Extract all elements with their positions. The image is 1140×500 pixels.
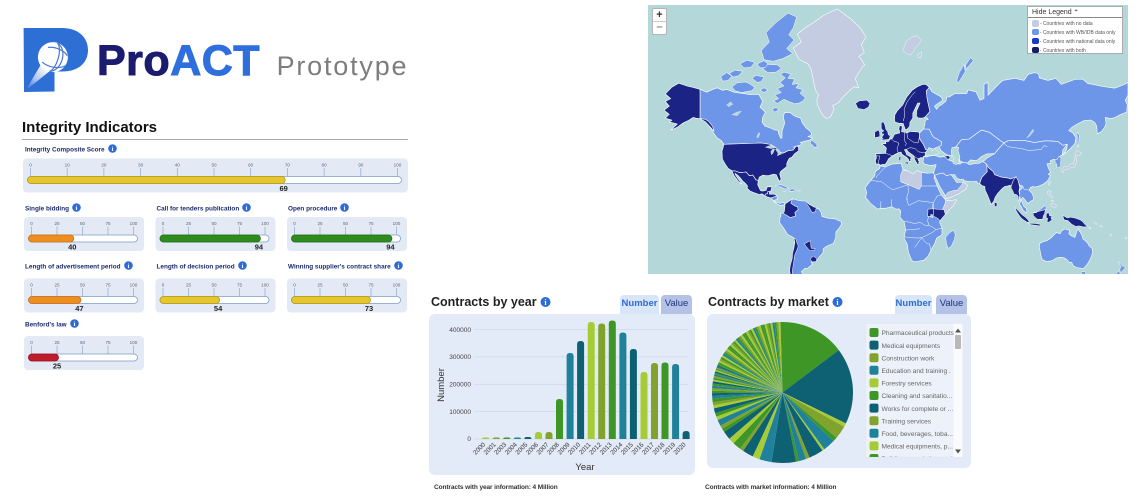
svg-text:0: 0 (30, 340, 33, 345)
svg-text:60: 60 (248, 163, 254, 168)
svg-text:50: 50 (211, 163, 217, 168)
svg-text:75: 75 (237, 283, 243, 288)
svg-text:0: 0 (293, 283, 296, 288)
svg-text:100: 100 (130, 283, 138, 288)
svg-text:75: 75 (105, 221, 111, 226)
svg-text:94: 94 (386, 243, 395, 252)
svg-text:75: 75 (237, 221, 243, 226)
svg-text:100000: 100000 (449, 409, 471, 416)
svg-text:100: 100 (261, 221, 269, 226)
svg-text:75: 75 (105, 340, 111, 345)
svg-text:i: i (241, 263, 243, 270)
svg-text:0: 0 (293, 221, 296, 226)
svg-text:50: 50 (80, 283, 86, 288)
svg-text:100: 100 (130, 340, 138, 345)
svg-text:i: i (837, 298, 840, 307)
svg-text:i: i (344, 205, 346, 212)
svg-text:75: 75 (368, 221, 374, 226)
svg-text:70: 70 (285, 163, 291, 168)
svg-text:94: 94 (255, 243, 264, 252)
svg-text:0: 0 (162, 283, 165, 288)
svg-text:i: i (111, 146, 113, 153)
svg-text:100: 100 (394, 163, 402, 168)
svg-text:i: i (397, 263, 399, 270)
svg-text:73: 73 (365, 304, 373, 313)
svg-text:Forestry services: Forestry services (882, 381, 933, 388)
svg-text:50: 50 (80, 221, 86, 226)
svg-text:54: 54 (214, 304, 223, 313)
svg-text:25: 25 (54, 283, 60, 288)
svg-text:25: 25 (53, 362, 61, 371)
svg-text:100: 100 (393, 221, 401, 226)
svg-text:400000: 400000 (449, 327, 471, 334)
svg-text:Works for complete or ...: Works for complete or ... (882, 406, 954, 413)
svg-text:25: 25 (186, 221, 192, 226)
svg-text:25: 25 (54, 340, 60, 345)
svg-text:100: 100 (130, 221, 138, 226)
svg-text:i: i (544, 298, 547, 307)
svg-text:i: i (73, 321, 75, 328)
svg-text:Pharmaceutical products: Pharmaceutical products (882, 330, 955, 337)
svg-text:Number: Number (436, 368, 447, 402)
svg-text:50: 50 (211, 283, 217, 288)
svg-text:100: 100 (261, 283, 269, 288)
svg-text:80: 80 (322, 163, 328, 168)
svg-text:0: 0 (162, 221, 165, 226)
svg-text:i: i (246, 205, 248, 212)
svg-text:10: 10 (65, 163, 71, 168)
svg-text:0: 0 (467, 436, 471, 443)
svg-text:75: 75 (368, 283, 374, 288)
svg-text:0: 0 (30, 283, 33, 288)
svg-text:Year: Year (575, 462, 594, 473)
svg-text:Cleaning and sanitatio...: Cleaning and sanitatio... (882, 393, 953, 400)
svg-text:Building completion work: Building completion work (882, 456, 956, 463)
svg-text:50: 50 (80, 340, 86, 345)
svg-text:Medical equipments, p...: Medical equipments, p... (882, 444, 954, 451)
svg-text:20: 20 (101, 163, 107, 168)
svg-text:25: 25 (54, 221, 60, 226)
svg-text:i: i (76, 205, 78, 212)
svg-text:i: i (127, 263, 129, 270)
svg-text:Construction work: Construction work (882, 355, 935, 362)
svg-text:Education and training .: Education and training . (882, 368, 951, 375)
svg-text:100: 100 (393, 283, 401, 288)
svg-text:47: 47 (75, 304, 83, 313)
svg-text:Food, beverages, toba...: Food, beverages, toba... (882, 431, 954, 438)
svg-text:0: 0 (30, 221, 33, 226)
svg-text:40: 40 (175, 163, 181, 168)
svg-text:25: 25 (317, 221, 323, 226)
svg-text:30: 30 (138, 163, 144, 168)
svg-text:Training services: Training services (882, 418, 932, 425)
svg-text:40: 40 (68, 243, 76, 252)
svg-text:90: 90 (358, 163, 364, 168)
svg-text:0: 0 (29, 163, 32, 168)
svg-text:25: 25 (317, 283, 323, 288)
svg-text:Medical equipments: Medical equipments (882, 343, 941, 350)
svg-text:50: 50 (343, 221, 349, 226)
svg-text:50: 50 (211, 221, 217, 226)
svg-text:25: 25 (186, 283, 192, 288)
svg-text:75: 75 (105, 283, 111, 288)
svg-text:69: 69 (280, 184, 288, 193)
svg-text:50: 50 (343, 283, 349, 288)
svg-text:200000: 200000 (449, 382, 471, 389)
svg-text:300000: 300000 (449, 354, 471, 361)
